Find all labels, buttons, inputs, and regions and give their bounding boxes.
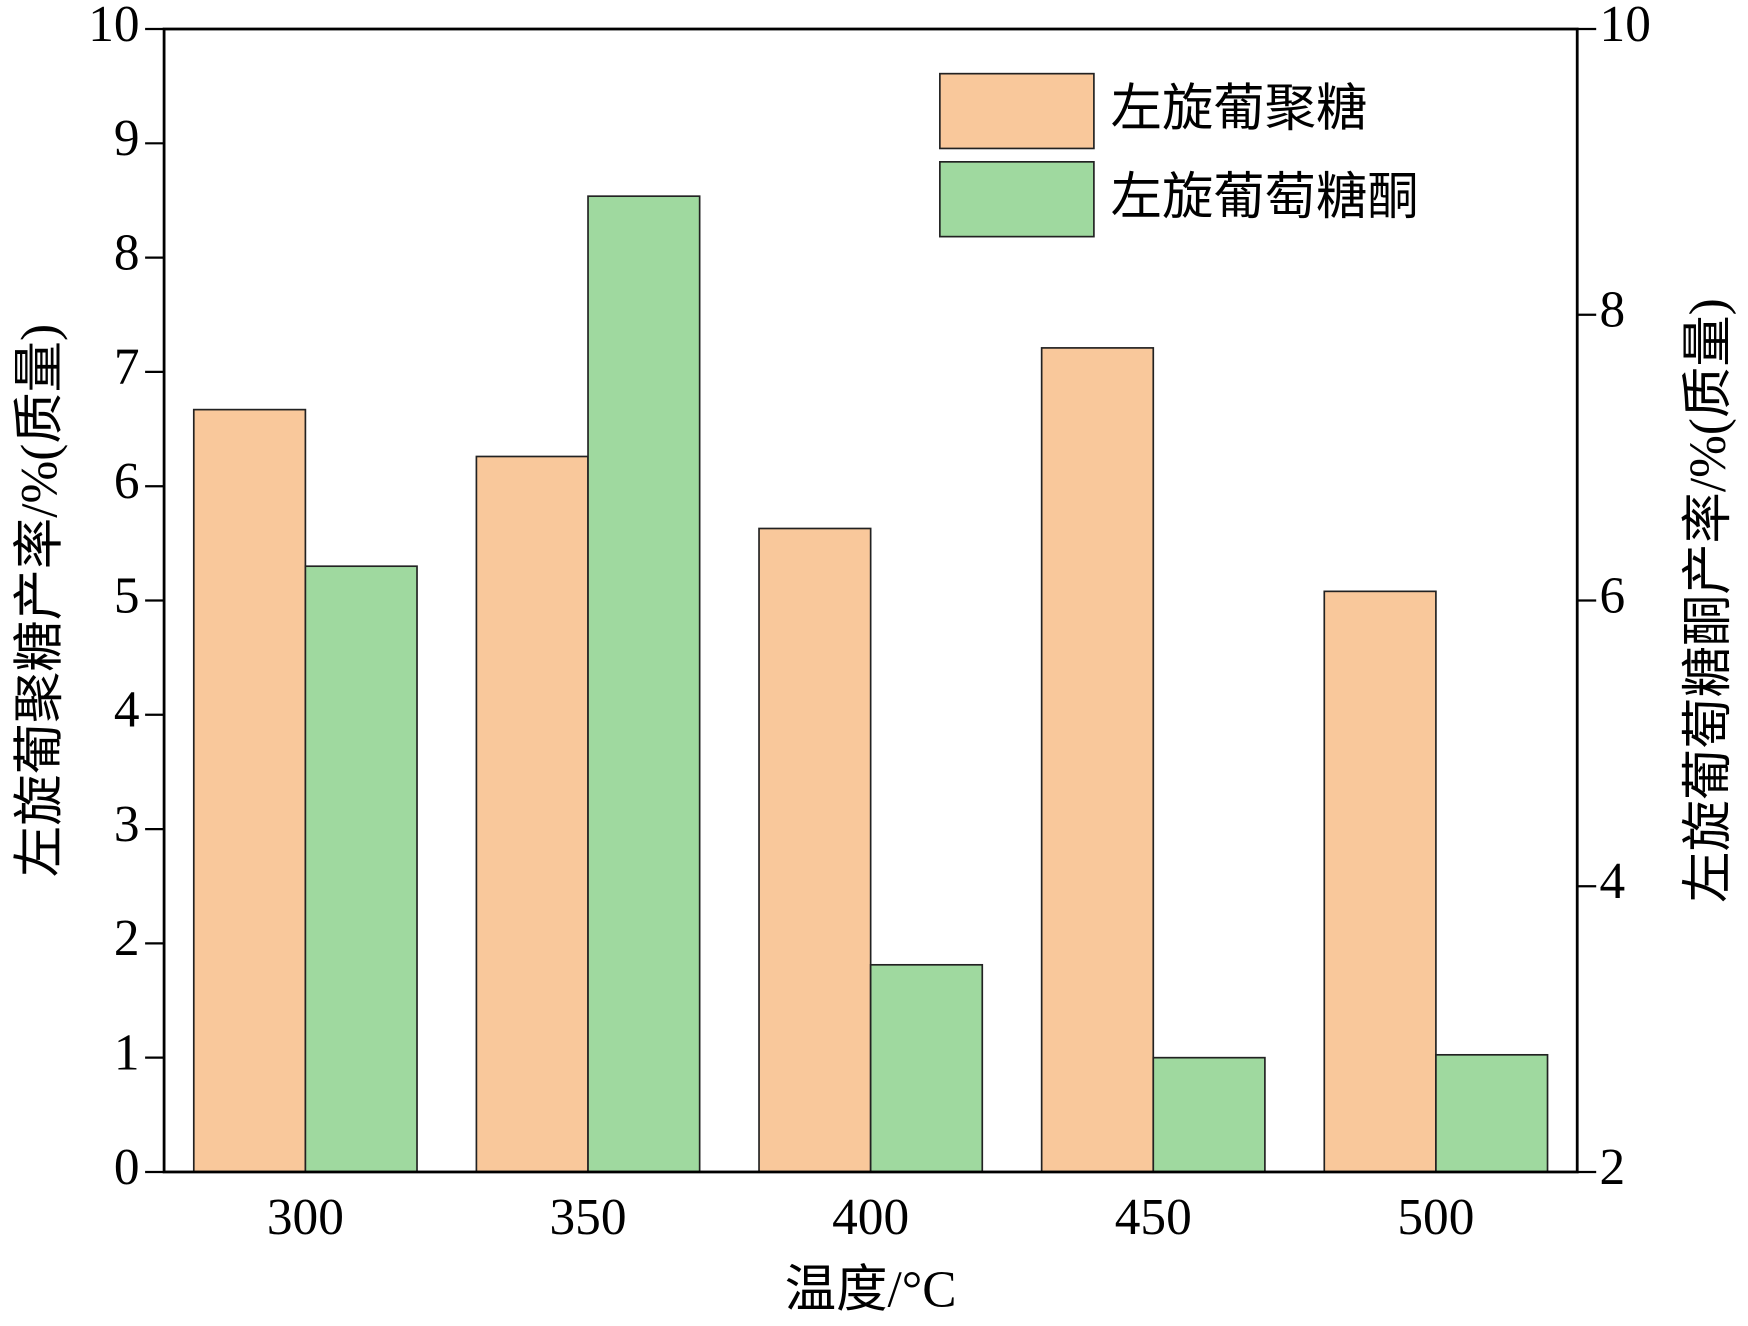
bar [1040, 347, 1155, 1173]
y-tick-label: 10 [88, 0, 139, 53]
y-tick-label: 1 [114, 1024, 140, 1081]
y2-axis-label: 左旋葡萄糖酮产率/%(质量) [1680, 298, 1737, 902]
x-tick-label: 300 [267, 1189, 344, 1246]
y-axis-label: 左旋葡聚糖产率/%(质量) [11, 324, 68, 877]
legend-swatch [939, 161, 1095, 238]
y-tick-label: 0 [114, 1139, 140, 1196]
bar [869, 963, 984, 1173]
legend-swatch [939, 72, 1095, 150]
y-tick-label: 8 [114, 224, 140, 281]
bar [1435, 1053, 1549, 1173]
x-tick-label: 400 [832, 1189, 909, 1246]
bar [304, 565, 418, 1173]
y-tick-label: 5 [114, 567, 140, 624]
y-tick-label: 9 [114, 110, 140, 167]
bar [587, 195, 701, 1173]
legend-label: 左旋葡萄糖酮 [1111, 169, 1419, 226]
bar [758, 527, 872, 1173]
y2-tick-label: 10 [1600, 0, 1651, 53]
y-tick-label: 7 [114, 339, 140, 396]
bar [1323, 590, 1437, 1173]
x-axis-label: 温度/°C [785, 1262, 957, 1319]
y-tick-label: 3 [114, 796, 140, 853]
x-tick-label: 450 [1115, 1189, 1192, 1246]
y2-tick-label: 8 [1600, 282, 1626, 339]
y2-tick-label: 4 [1600, 853, 1626, 910]
plot-frame [162, 27, 1579, 1174]
bar [192, 408, 307, 1173]
y-tick-label: 4 [114, 682, 140, 739]
bar [1152, 1056, 1266, 1173]
y2-tick-label: 2 [1600, 1139, 1626, 1196]
legend-label: 左旋葡聚糖 [1111, 81, 1368, 138]
x-tick-label: 350 [550, 1189, 627, 1246]
y2-tick-label: 6 [1600, 567, 1626, 624]
y-tick-label: 2 [114, 910, 140, 967]
bar [475, 455, 589, 1173]
x-tick-label: 500 [1397, 1189, 1474, 1246]
y-tick-label: 6 [114, 453, 140, 510]
